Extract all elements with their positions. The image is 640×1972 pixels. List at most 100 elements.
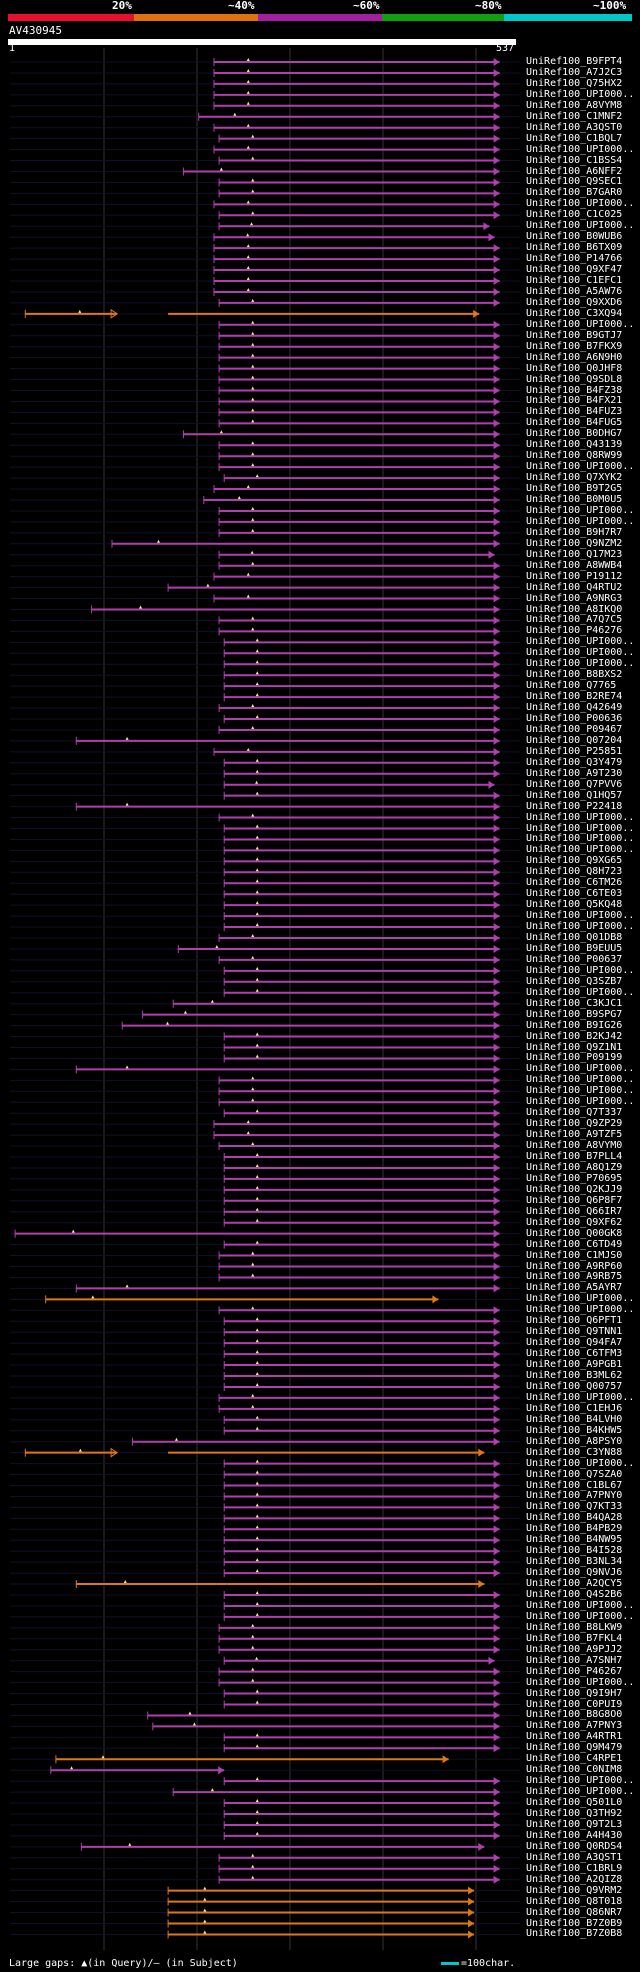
hit-label[interactable]: UniRef100_Q9SDL8: [526, 373, 623, 385]
hit-label[interactable]: UniRef100_A8VYM8: [526, 99, 623, 111]
hit-label[interactable]: UniRef100_UPI000..: [526, 1775, 635, 1787]
hit-label[interactable]: UniRef100_Q9XF62: [526, 1216, 623, 1228]
hit-label[interactable]: UniRef100_Q01DB8: [526, 932, 623, 943]
hit-label[interactable]: UniRef100_Q9NZM2: [526, 537, 623, 549]
hit-label[interactable]: UniRef100_P00637: [526, 953, 623, 965]
hit-label[interactable]: UniRef100_P22418: [526, 800, 623, 812]
hit-label[interactable]: UniRef100_Q75HX2: [526, 77, 623, 89]
hit-label[interactable]: UniRef100_Q7765: [526, 680, 617, 692]
hit-label[interactable]: UniRef100_Q8RW99: [526, 450, 623, 462]
hit-label[interactable]: UniRef100_UPI000..: [526, 198, 635, 210]
hit-label[interactable]: UniRef100_B0DHG7: [526, 428, 623, 440]
hit-label[interactable]: UniRef100_UPI000..: [526, 1676, 635, 1688]
hit-label[interactable]: UniRef100_B7GAR0: [526, 187, 623, 199]
hit-label[interactable]: UniRef100_Q9TNN1: [526, 1326, 623, 1338]
hit-label[interactable]: UniRef100_C6TM26: [526, 877, 623, 889]
hit-label[interactable]: UniRef100_C3YN88: [526, 1446, 623, 1458]
hit-label[interactable]: UniRef100_A8VYM0: [526, 1140, 623, 1152]
hit-label[interactable]: UniRef100_A3QST1: [526, 1851, 623, 1863]
hit-label[interactable]: UniRef100_A9NRG3: [526, 592, 623, 604]
hit-label[interactable]: UniRef100_Q42649: [526, 702, 623, 714]
hit-label[interactable]: UniRef100_Q00757: [526, 1380, 623, 1392]
hit-label[interactable]: UniRef100_Q17M23: [526, 548, 623, 560]
hit-label[interactable]: UniRef100_A7PNY0: [526, 1490, 623, 1502]
hit-label[interactable]: UniRef100_A7Q7C5: [526, 614, 623, 626]
hit-label[interactable]: UniRef100_B4I528: [526, 1545, 623, 1557]
hit-label[interactable]: UniRef100_UPI000..: [526, 1096, 635, 1108]
hit-label[interactable]: UniRef100_P09199: [526, 1052, 623, 1064]
hit-label[interactable]: UniRef100_B9EUU5: [526, 942, 623, 954]
hit-label[interactable]: UniRef100_C3KJC1: [526, 997, 623, 1009]
hit-label[interactable]: UniRef100_B2RE74: [526, 691, 623, 703]
hit-label[interactable]: UniRef100_B4FZ38: [526, 384, 623, 396]
hit-label[interactable]: UniRef100_B7PLL4: [526, 1151, 623, 1162]
hit-label[interactable]: UniRef100_B4PB29: [526, 1523, 623, 1535]
hit-label[interactable]: UniRef100_UPI000..: [526, 318, 635, 330]
hit-label[interactable]: UniRef100_UPI000..: [526, 964, 635, 976]
hit-label[interactable]: UniRef100_A7J2C3: [526, 66, 623, 78]
hit-label[interactable]: UniRef100_UPI000..: [526, 833, 635, 845]
hit-label[interactable]: UniRef100_Q43139: [526, 439, 623, 451]
hit-label[interactable]: UniRef100_C1MJS0: [526, 1249, 623, 1261]
hit-label[interactable]: UniRef100_B4QA28: [526, 1512, 623, 1524]
hit-label[interactable]: UniRef100_Q66IR7: [526, 1205, 623, 1217]
hit-label[interactable]: UniRef100_Q9T2L3: [526, 1818, 623, 1830]
hit-label[interactable]: UniRef100_Q00GK8: [526, 1227, 623, 1239]
hit-label[interactable]: UniRef100_C1BRL9: [526, 1862, 623, 1874]
hit-label[interactable]: UniRef100_A2QIZ8: [526, 1873, 623, 1885]
hit-label[interactable]: UniRef100_C3XQ94: [526, 307, 623, 319]
hit-label[interactable]: UniRef100_B3NL34: [526, 1556, 623, 1568]
hit-label[interactable]: UniRef100_B8G8O0: [526, 1709, 623, 1721]
hit-label[interactable]: UniRef100_B3ML62: [526, 1370, 623, 1381]
hit-label[interactable]: UniRef100_B4FUZ3: [526, 406, 623, 418]
hit-label[interactable]: UniRef100_P70695: [526, 1172, 623, 1184]
hit-label[interactable]: UniRef100_P09467: [526, 723, 623, 735]
hit-label[interactable]: UniRef100_P46276: [526, 625, 623, 637]
hit-label[interactable]: UniRef100_B0M0U5: [526, 494, 623, 505]
hit-label[interactable]: UniRef100_Q8H723: [526, 866, 623, 878]
hit-label[interactable]: UniRef100_Q501L0: [526, 1797, 623, 1809]
hit-label[interactable]: UniRef100_A5AYR7: [526, 1282, 623, 1294]
hit-label[interactable]: UniRef100_Q9I9H7: [526, 1687, 623, 1699]
hit-label[interactable]: UniRef100_UPI000..: [526, 1786, 635, 1798]
hit-label[interactable]: UniRef100_A3QST0: [526, 121, 623, 133]
hit-label[interactable]: UniRef100_Q7KT33: [526, 1501, 623, 1513]
hit-label[interactable]: UniRef100_C4RPE1: [526, 1753, 623, 1765]
hit-label[interactable]: UniRef100_B0WUB6: [526, 231, 623, 243]
hit-label[interactable]: UniRef100_Q1HQ57: [526, 789, 623, 801]
hit-label[interactable]: UniRef100_UPI000..: [526, 1599, 635, 1611]
hit-label[interactable]: UniRef100_UPI000..: [526, 986, 635, 998]
hit-label[interactable]: UniRef100_C1BL67: [526, 1479, 623, 1491]
hit-label[interactable]: UniRef100_B4FUG5: [526, 417, 623, 429]
hit-label[interactable]: UniRef100_UPI000..: [526, 220, 635, 232]
hit-label[interactable]: UniRef100_Q9XG65: [526, 855, 623, 867]
hit-label[interactable]: UniRef100_UPI000..: [526, 658, 635, 670]
hit-label[interactable]: UniRef100_B9GTJ7: [526, 329, 623, 341]
hit-label[interactable]: UniRef100_UPI000..: [526, 1293, 635, 1305]
hit-label[interactable]: UniRef100_A9PJJ2: [526, 1643, 623, 1655]
hit-label[interactable]: UniRef100_A8Q1Z9: [526, 1161, 623, 1173]
hit-label[interactable]: UniRef100_Q3Y479: [526, 756, 623, 768]
hit-label[interactable]: UniRef100_A9RP60: [526, 1260, 623, 1272]
hit-label[interactable]: UniRef100_B8BXS2: [526, 669, 623, 681]
hit-label[interactable]: UniRef100_A7SNH7: [526, 1654, 623, 1666]
hit-label[interactable]: UniRef100_P00636: [526, 713, 623, 724]
hit-label[interactable]: UniRef100_A8IKQ0: [526, 603, 623, 615]
hit-label[interactable]: UniRef100_B7FKX9: [526, 340, 623, 352]
hit-label[interactable]: UniRef100_UPI000..: [526, 1610, 635, 1622]
hit-label[interactable]: UniRef100_Q0RDS4: [526, 1840, 623, 1852]
hit-label[interactable]: UniRef100_Q07204: [526, 734, 623, 746]
hit-label[interactable]: UniRef100_A6NFF2: [526, 165, 623, 177]
hit-label[interactable]: UniRef100_B7FKL4: [526, 1632, 623, 1644]
hit-label[interactable]: UniRef100_C1MNF2: [526, 110, 623, 122]
hit-label[interactable]: UniRef100_Q5KQ48: [526, 899, 623, 911]
hit-label[interactable]: UniRef100_B4FX21: [526, 395, 623, 407]
hit-label[interactable]: UniRef100_UPI000..: [526, 1457, 635, 1469]
hit-label[interactable]: UniRef100_UPI000..: [526, 844, 635, 856]
hit-label[interactable]: UniRef100_Q94FA7: [526, 1337, 623, 1349]
hit-label[interactable]: UniRef100_UPI000..: [526, 647, 635, 659]
hit-label[interactable]: UniRef100_A8WWB4: [526, 559, 623, 571]
hit-label[interactable]: UniRef100_P19112: [526, 570, 623, 582]
hit-label[interactable]: UniRef100_B9IG26: [526, 1019, 623, 1031]
hit-label[interactable]: UniRef100_UPI000..: [526, 88, 635, 100]
